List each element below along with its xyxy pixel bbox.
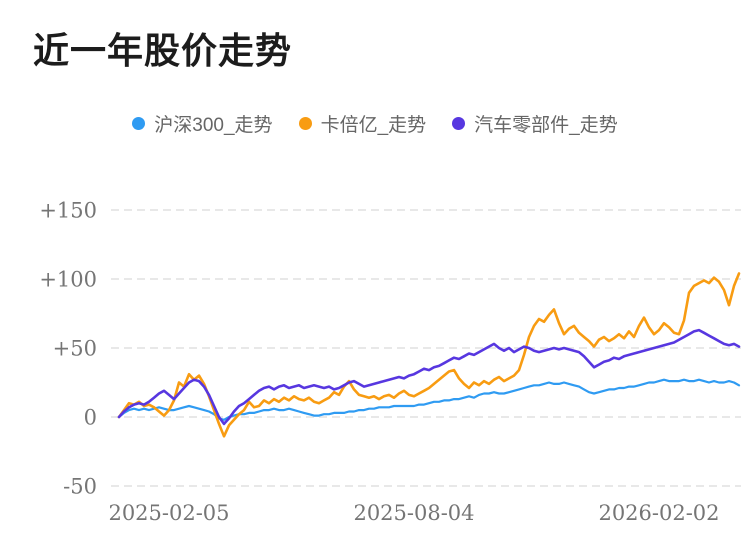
y-axis-tick-label: +100: [39, 268, 97, 292]
legend-item-label: 汽车零部件_走势: [474, 115, 618, 136]
legend-dot-icon: [132, 117, 146, 130]
series-line-卡倍亿_走势[interactable]: [117, 272, 741, 438]
chart-legend: 沪深300_走势 卡倍亿_走势 汽车零部件_走势: [0, 110, 750, 137]
page-title: 近一年股价走势: [33, 30, 293, 71]
legend-item-autoparts[interactable]: 汽车零部件_走势: [452, 110, 618, 137]
legend-item-kabeiyi[interactable]: 卡倍亿_走势: [298, 110, 427, 137]
legend-item-label: 卡倍亿_走势: [320, 115, 427, 136]
series-line-汽车零部件_走势[interactable]: [117, 328, 741, 426]
y-axis-tick-label: 0: [84, 406, 97, 430]
legend-dot-icon: [298, 117, 312, 130]
series-line-沪深300_走势[interactable]: [117, 378, 741, 421]
x-axis-tick-label: 2025-02-05: [108, 501, 229, 525]
y-axis-tick-label: -50: [63, 475, 97, 499]
legend-item-label: 沪深300_走势: [154, 115, 273, 136]
y-axis-tick-label: +50: [53, 337, 97, 361]
legend-item-hs300[interactable]: 沪深300_走势: [132, 110, 273, 137]
x-axis-tick-label: 2026-02-02: [598, 501, 719, 525]
x-axis-tick-label: 2025-08-04: [353, 501, 474, 525]
y-axis-tick-label: +150: [39, 199, 97, 223]
legend-dot-icon: [452, 117, 466, 130]
